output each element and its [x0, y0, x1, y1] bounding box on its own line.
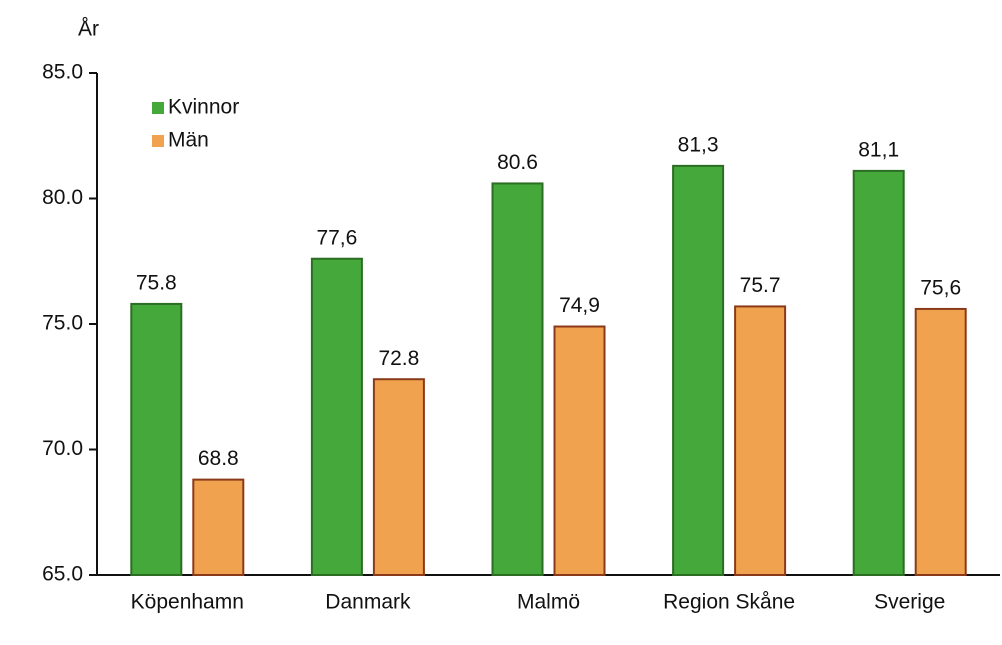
value-label: 77,6 [316, 226, 357, 249]
value-label: 81,3 [678, 133, 719, 156]
bar [672, 164, 725, 576]
value-label: 75.7 [740, 274, 781, 297]
x-tick-label: Köpenhamn [131, 591, 244, 614]
bar [914, 307, 967, 576]
y-tick-label: 70.0 [42, 437, 83, 460]
bar [192, 478, 245, 576]
value-label: 74,9 [559, 294, 600, 317]
x-tick-label: Region Skåne [663, 591, 795, 614]
legend-swatch [152, 102, 164, 114]
bar [734, 305, 787, 576]
y-tick-label: 85.0 [42, 61, 83, 84]
legend-label: Kvinnor [168, 96, 239, 119]
bar [310, 257, 363, 576]
y-tick-label: 80.0 [42, 186, 83, 209]
y-axis-label: År [78, 18, 99, 41]
bar [852, 169, 905, 576]
bar [130, 302, 183, 576]
bar [372, 378, 425, 576]
y-tick-label: 75.0 [42, 312, 83, 335]
value-label: 80.6 [497, 151, 538, 174]
x-tick-label: Malmö [517, 591, 580, 614]
value-label: 75.8 [136, 271, 177, 294]
legend-swatch [152, 135, 164, 147]
bar [553, 325, 606, 577]
x-tick-label: Danmark [325, 591, 411, 614]
value-label: 81,1 [858, 138, 899, 161]
legend-label: Män [168, 129, 209, 152]
x-tick-label: Sverige [874, 591, 945, 614]
value-label: 68.8 [198, 447, 239, 470]
bar [491, 182, 544, 576]
y-tick-label: 65.0 [42, 563, 83, 586]
value-label: 75,6 [920, 276, 961, 299]
value-label: 72.8 [378, 347, 419, 370]
